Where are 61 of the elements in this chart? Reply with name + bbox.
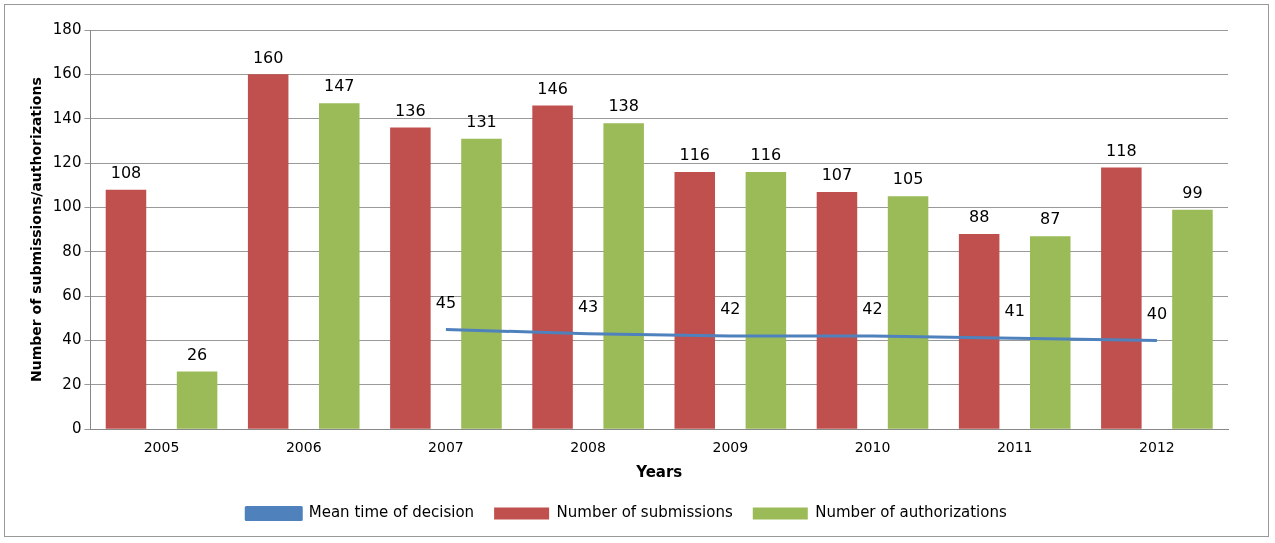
data-label: 107 (821, 165, 853, 185)
bar (1101, 167, 1142, 429)
y-tick-label: 0 (71, 419, 82, 438)
data-label: 26 (186, 344, 208, 364)
bar (461, 138, 502, 429)
legend-label: Number of authorizations (815, 503, 1007, 522)
data-label: 116 (750, 145, 782, 165)
data-label: 118 (1106, 140, 1137, 160)
y-tick-label: 180 (52, 19, 82, 38)
bar (745, 171, 787, 429)
data-label: 108 (110, 162, 142, 182)
x-tick-label: 2005 (143, 439, 180, 456)
data-label: 45 (435, 292, 457, 312)
data-label: 105 (892, 169, 924, 189)
bar (532, 105, 573, 429)
bar (1029, 236, 1071, 429)
bar (105, 189, 147, 429)
bar (390, 127, 431, 429)
data-label: 43 (577, 296, 599, 316)
data-label: 160 (252, 47, 284, 67)
data-label: 136 (395, 100, 426, 120)
data-label: 131 (466, 111, 497, 131)
bar (674, 171, 716, 429)
data-label: 116 (679, 145, 711, 165)
bar (887, 196, 929, 429)
y-tick-label: 140 (52, 108, 82, 127)
data-label: 87 (1040, 209, 1061, 229)
legend-label: Mean time of decision (308, 503, 475, 522)
legend-label: Number of submissions (556, 503, 733, 522)
y-tick-label: 80 (62, 241, 82, 260)
x-axis-title: Years (635, 462, 683, 481)
x-tick-label: 2009 (712, 439, 749, 456)
data-label: 42 (720, 299, 741, 319)
y-axis-title: Number of submissions/authorizations (28, 77, 45, 382)
y-tick-label: 120 (52, 152, 82, 171)
y-tick-label: 100 (52, 197, 82, 216)
bar (319, 103, 360, 429)
x-tick-label: 2010 (854, 439, 891, 456)
data-label: 42 (862, 299, 883, 319)
bar (816, 191, 858, 429)
data-label: 147 (324, 76, 355, 96)
data-label: 41 (1004, 301, 1025, 321)
bar (176, 371, 218, 429)
x-tick-label: 2007 (428, 439, 464, 456)
bar (1172, 209, 1213, 429)
x-tick-label: 2008 (570, 439, 606, 456)
y-tick-label: 60 (62, 286, 82, 305)
bar (603, 123, 644, 429)
data-label: 40 (1146, 303, 1168, 323)
y-tick-label: 160 (52, 64, 82, 83)
y-tick-label: 40 (62, 330, 82, 349)
x-tick-label: 2012 (1139, 439, 1175, 456)
bar (247, 74, 289, 429)
x-tick-label: 2006 (285, 439, 322, 456)
y-tick-label: 20 (62, 374, 82, 393)
bar (958, 234, 1000, 429)
data-label: 146 (537, 78, 568, 98)
data-label: 88 (968, 207, 990, 227)
x-tick-label: 2011 (996, 439, 1033, 456)
data-label: 99 (1182, 182, 1203, 202)
data-label: 138 (608, 96, 639, 116)
